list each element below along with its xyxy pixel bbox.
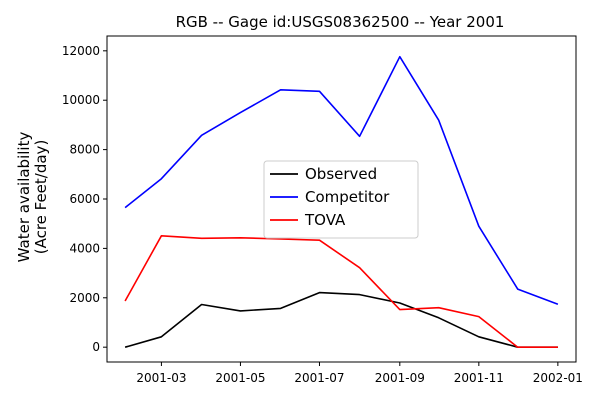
y-axis-label-line-1: Water availability	[15, 132, 33, 263]
x-tick-label: 2001-07	[294, 371, 344, 385]
y-axis: 0 2000 4000 6000 8000 10000 12000	[62, 44, 107, 354]
y-tick-label: 10000	[62, 93, 100, 107]
x-tick-label: 2001-03	[136, 371, 186, 385]
legend-box	[263, 160, 419, 239]
legend: Observed Competitor TOVA	[263, 160, 419, 239]
y-axis-label-line-2: (Acre Feet/day)	[32, 140, 50, 255]
x-tick-label: 2001-11	[454, 371, 504, 385]
chart-title: RGB -- Gage id:USGS08362500 -- Year 2001	[176, 13, 505, 31]
legend-label-tova: TOVA	[304, 211, 346, 229]
y-tick-label: 2000	[69, 291, 100, 305]
x-tick-label: 2001-09	[375, 371, 425, 385]
x-tick-label: 2002-01	[533, 371, 583, 385]
legend-label-observed: Observed	[305, 165, 377, 183]
y-axis-label: Water availability (Acre Feet/day)	[15, 132, 50, 263]
x-axis: 2001-03 2001-05 2001-07 2001-09 2001-11 2002-…	[136, 362, 583, 385]
series-line-observed	[124, 291, 558, 349]
y-tick-label: 0	[92, 340, 100, 354]
legend-label-competitor: Competitor	[305, 188, 390, 206]
y-tick-label: 8000	[69, 143, 100, 157]
y-tick-label: 12000	[62, 44, 100, 58]
y-tick-label: 4000	[69, 241, 100, 255]
series-line-competitor	[124, 55, 559, 305]
plot-lines	[124, 55, 559, 349]
series-line-tova	[124, 235, 558, 349]
x-tick-label: 2001-05	[215, 371, 265, 385]
y-tick-label: 6000	[69, 192, 100, 206]
